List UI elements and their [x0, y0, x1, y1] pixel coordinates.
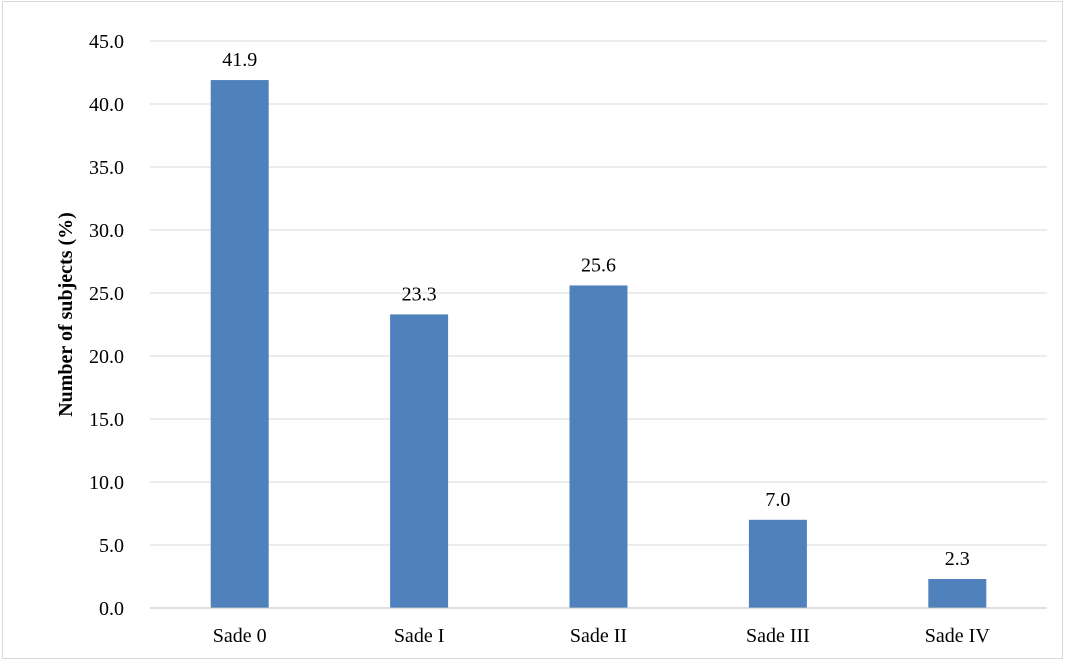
bar	[211, 80, 269, 608]
y-tick-label: 10.0	[89, 472, 124, 494]
x-tick-label: Sade 0	[213, 625, 267, 647]
x-tick-label: Sade I	[394, 625, 445, 647]
data-label: 41.9	[222, 49, 257, 71]
y-tick-label: 20.0	[89, 346, 124, 368]
y-axis-ticks: 0.0 5.0 10.0 15.0 20.0 25.0 30.0 35.0 40.0 45.0	[89, 31, 124, 620]
bar	[390, 314, 448, 608]
data-label: 2.3	[945, 548, 970, 570]
y-tick-label: 35.0	[89, 157, 124, 179]
y-tick-label: 40.0	[89, 94, 124, 116]
data-label: 7.0	[765, 489, 790, 511]
x-axis-ticks: Sade 0 Sade I Sade II Sade III Sade IV	[213, 625, 991, 647]
y-tick-label: 15.0	[89, 409, 124, 431]
bars	[211, 80, 987, 608]
x-tick-label: Sade III	[746, 625, 810, 647]
data-label: 25.6	[581, 254, 616, 276]
y-tick-label: 30.0	[89, 220, 124, 242]
y-tick-label: 5.0	[99, 535, 124, 557]
y-axis-title: Number of subjects (%)	[55, 212, 77, 417]
data-label: 23.3	[402, 283, 437, 305]
y-tick-label: 0.0	[99, 598, 124, 620]
bar	[570, 285, 628, 608]
x-tick-label: Sade IV	[925, 625, 991, 647]
x-tick-label: Sade II	[570, 625, 627, 647]
y-tick-label: 25.0	[89, 283, 124, 305]
bar	[749, 520, 807, 608]
y-tick-label: 45.0	[89, 31, 124, 53]
bar	[928, 579, 986, 608]
